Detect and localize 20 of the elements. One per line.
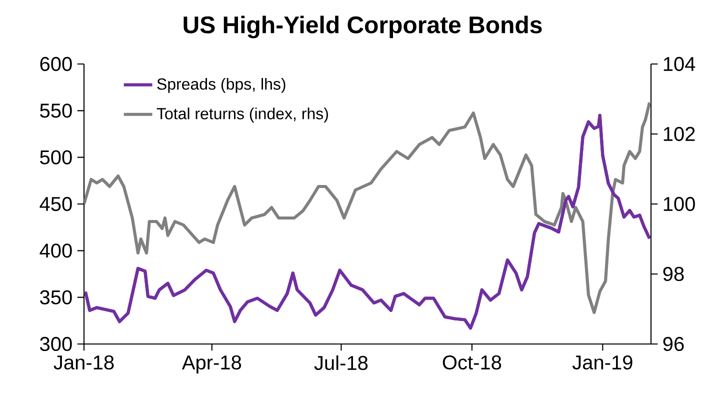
y-tick-label: 550	[40, 104, 72, 118]
y-tick-label: 600	[40, 56, 72, 72]
y2-tick-label: 98	[663, 266, 684, 282]
y-tick-label: 400	[40, 244, 72, 258]
x-tick-label: Apr-18	[182, 355, 242, 374]
x-tick-label: Jan-19	[572, 355, 632, 370]
x-tick-label: Jan-18	[54, 355, 114, 370]
y2-tick-label: 100	[664, 196, 695, 212]
y-tick-label: 350	[40, 290, 72, 304]
y2-tick-label: 104	[664, 56, 696, 72]
y-tick-label: 300	[40, 336, 72, 352]
x-tick-label: Jul-18	[314, 355, 368, 370]
y2-tick-label: 102	[664, 126, 695, 142]
x-tick-label: Oct-18	[442, 355, 502, 370]
chart-title: US High-Yield Corporate Bonds	[184, 16, 542, 38]
legend-label: Spreads (bps, lhs)	[157, 78, 286, 93]
y-tick-label: 500	[40, 150, 72, 164]
y-tick-label: 450	[40, 196, 72, 212]
legend-label: Total returns (index, rhs)	[156, 108, 328, 122]
y2-tick-label: 96	[663, 336, 684, 352]
